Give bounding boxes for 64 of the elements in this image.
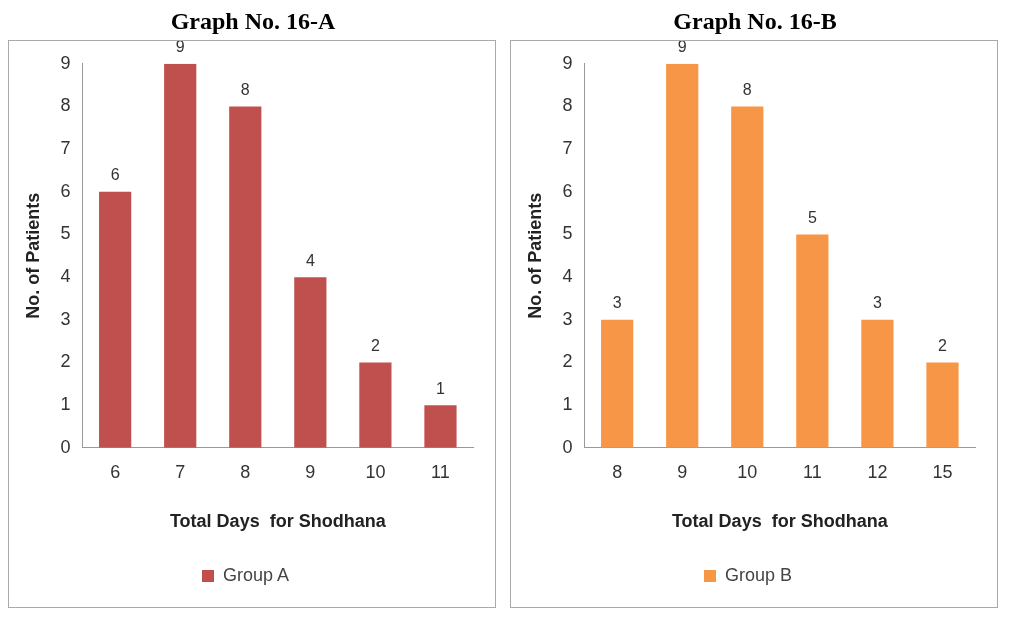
x-axis-title: Total Days for Shodhana	[169, 511, 387, 532]
bar	[164, 63, 197, 448]
data-label: 2	[938, 336, 948, 354]
bar	[731, 106, 764, 448]
data-label: 5	[807, 208, 817, 226]
bar	[666, 63, 699, 448]
x-tick-label: 9	[305, 461, 316, 482]
y-tick-label: 5	[562, 223, 573, 244]
legend-label: Group A	[222, 564, 290, 585]
data-label: 8	[742, 80, 752, 98]
y-tick-label: 3	[562, 308, 573, 329]
bar	[796, 234, 829, 448]
y-tick-label: 0	[60, 436, 71, 457]
x-tick-label: 7	[175, 461, 186, 482]
y-tick-label: 6	[60, 180, 71, 201]
y-tick-label: 9	[562, 52, 573, 73]
x-tick-label: 10	[737, 461, 758, 482]
data-label: 1	[436, 379, 446, 397]
bar	[424, 405, 457, 448]
bar	[861, 319, 894, 448]
y-tick-label: 1	[562, 394, 573, 415]
data-label: 8	[240, 80, 250, 98]
y-tick-label: 8	[60, 95, 71, 116]
bar	[99, 191, 132, 448]
chart-title: Graph No. 16-B	[672, 8, 838, 36]
data-label: 6	[110, 166, 120, 184]
x-tick-label: 8	[612, 461, 623, 482]
data-label: 3	[872, 294, 882, 312]
y-tick-label: 6	[562, 180, 573, 201]
legend-label: Group B	[724, 564, 793, 585]
x-axis-title: Total Days for Shodhana	[671, 511, 889, 532]
bar	[294, 277, 327, 448]
bar	[229, 106, 262, 448]
y-tick-label: 7	[562, 138, 573, 159]
y-tick-label: 9	[60, 52, 71, 73]
data-label: 3	[612, 294, 622, 312]
y-tick-label: 2	[60, 351, 71, 372]
data-label: 9	[677, 38, 687, 56]
x-tick-label: 9	[677, 461, 688, 482]
y-tick-label: 2	[562, 351, 573, 372]
x-tick-label: 6	[110, 461, 121, 482]
x-tick-label: 11	[431, 461, 450, 482]
y-axis-title: No. of Patients	[524, 192, 545, 319]
y-tick-label: 5	[60, 223, 71, 244]
data-label: 2	[370, 336, 380, 354]
x-tick-label: 8	[240, 461, 251, 482]
y-tick-label: 4	[562, 266, 573, 287]
x-tick-label: 15	[932, 461, 953, 482]
y-tick-label: 4	[60, 266, 71, 287]
data-label: 9	[175, 38, 185, 56]
x-tick-label: 11	[802, 461, 822, 482]
y-tick-label: 7	[60, 138, 71, 159]
data-label: 4	[305, 251, 315, 269]
y-tick-label: 0	[562, 436, 573, 457]
bar	[926, 362, 959, 448]
y-tick-label: 3	[60, 308, 71, 329]
bar	[601, 319, 634, 448]
x-tick-label: 12	[867, 461, 888, 482]
y-tick-label: 1	[60, 394, 71, 415]
y-axis-title: No. of Patients	[22, 192, 43, 319]
bar	[359, 362, 392, 448]
y-tick-label: 8	[562, 95, 573, 116]
chart-title: Graph No. 16-A	[169, 8, 337, 36]
x-tick-label: 10	[365, 461, 386, 482]
